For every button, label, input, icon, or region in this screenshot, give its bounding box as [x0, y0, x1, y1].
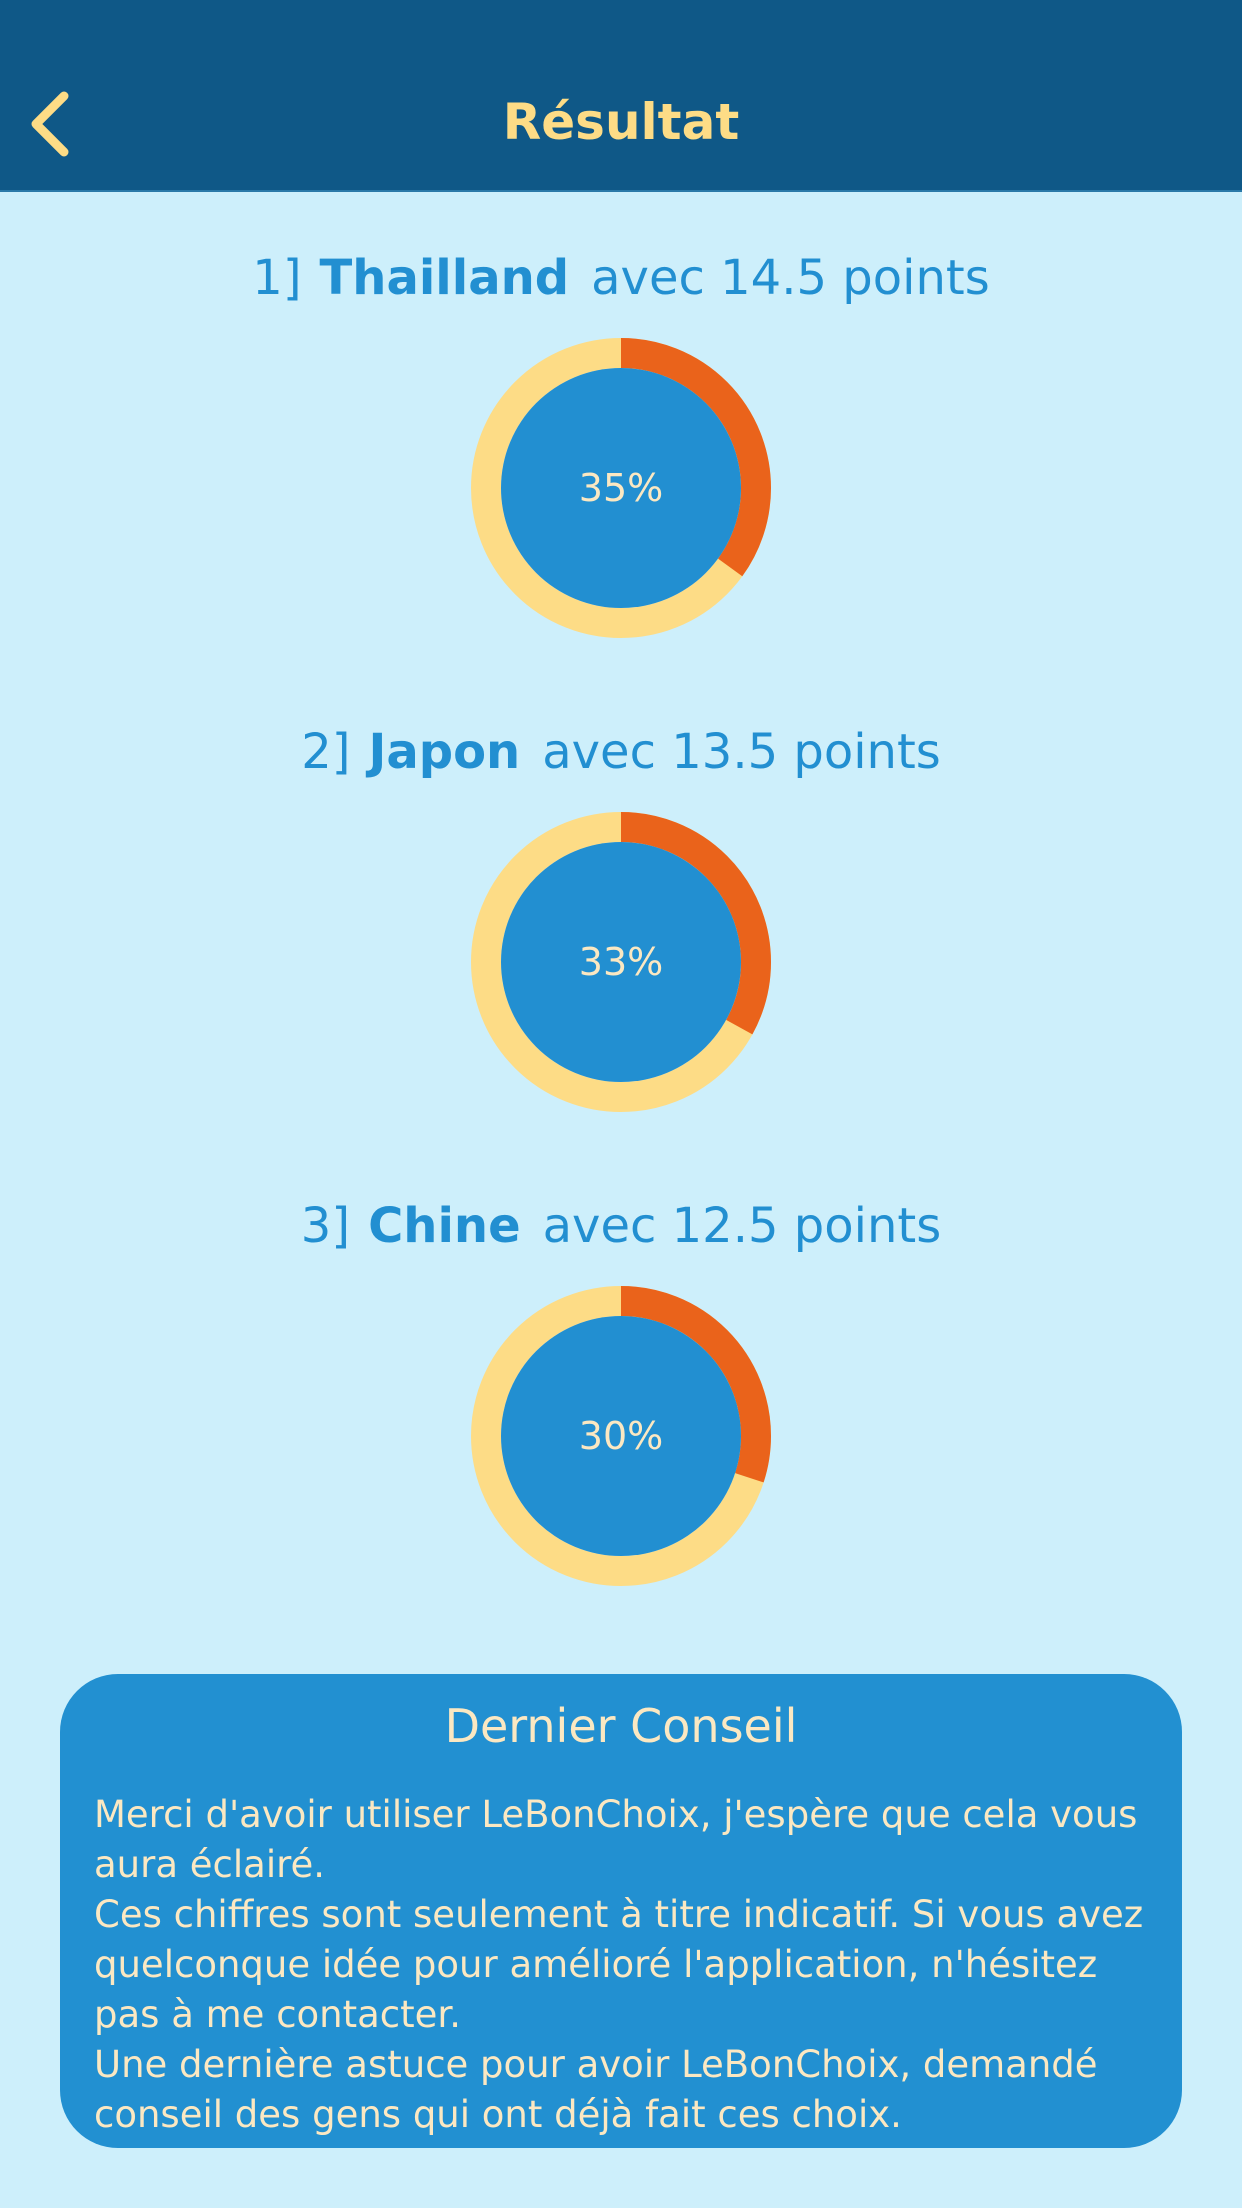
donut-center — [501, 842, 741, 1082]
page-title: Résultat — [502, 93, 740, 151]
result-line: 3] Chine avec 12.5 points — [0, 1194, 1242, 1258]
donut-percent-label: 33% — [579, 940, 663, 984]
donut-percent-label: 30% — [579, 1414, 663, 1458]
donut-value-arc — [471, 1286, 771, 1586]
result-rank: 3] — [300, 1198, 351, 1254]
donut-center — [501, 368, 741, 608]
result-rank: 1] — [252, 250, 302, 306]
advice-paragraph: Ces chiffres sont seulement à titre indi… — [94, 1893, 1144, 2036]
donut-center — [501, 1316, 741, 1556]
donut-chart-1: 35% — [466, 333, 776, 643]
result-item-2: 2] Japon avec 13.5 points — [0, 720, 1242, 784]
advice-paragraph: Une dernière astuce pour avoir LeBonChoi… — [94, 2043, 1098, 2136]
result-item-3: 3] Chine avec 12.5 points — [0, 1194, 1242, 1258]
donut-value-arc — [471, 338, 771, 638]
result-line: 2] Japon avec 13.5 points — [0, 720, 1242, 784]
advice-text: Merci d'avoir utiliser LeBonChoix, j'esp… — [94, 1790, 1148, 2140]
result-rank: 2] — [301, 724, 351, 780]
result-country: Japon — [368, 724, 521, 780]
result-country: Chine — [368, 1198, 521, 1254]
result-points: avec 13.5 points — [542, 724, 941, 780]
donut-chart-2: 33% — [466, 807, 776, 1117]
chevron-left-icon — [31, 91, 69, 157]
advice-paragraph: Merci d'avoir utiliser LeBonChoix, j'esp… — [94, 1793, 1138, 1886]
result-points: avec 12.5 points — [542, 1198, 942, 1254]
result-item-1: 1] Thailland avec 14.5 points — [0, 246, 1242, 310]
donut-chart-3: 30% — [466, 1281, 776, 1591]
back-button[interactable] — [14, 78, 94, 168]
donut-value-arc — [471, 812, 771, 1112]
donut-percent-label: 35% — [579, 466, 663, 510]
result-points: avec 14.5 points — [591, 250, 990, 306]
result-country: Thailland — [319, 250, 570, 306]
advice-title: Dernier Conseil — [444, 1699, 798, 1753]
advice-card: Dernier Conseil Merci d'avoir utiliser L… — [60, 1674, 1182, 2148]
result-line: 1] Thailland avec 14.5 points — [0, 246, 1242, 310]
app-header: Résultat — [0, 0, 1242, 192]
